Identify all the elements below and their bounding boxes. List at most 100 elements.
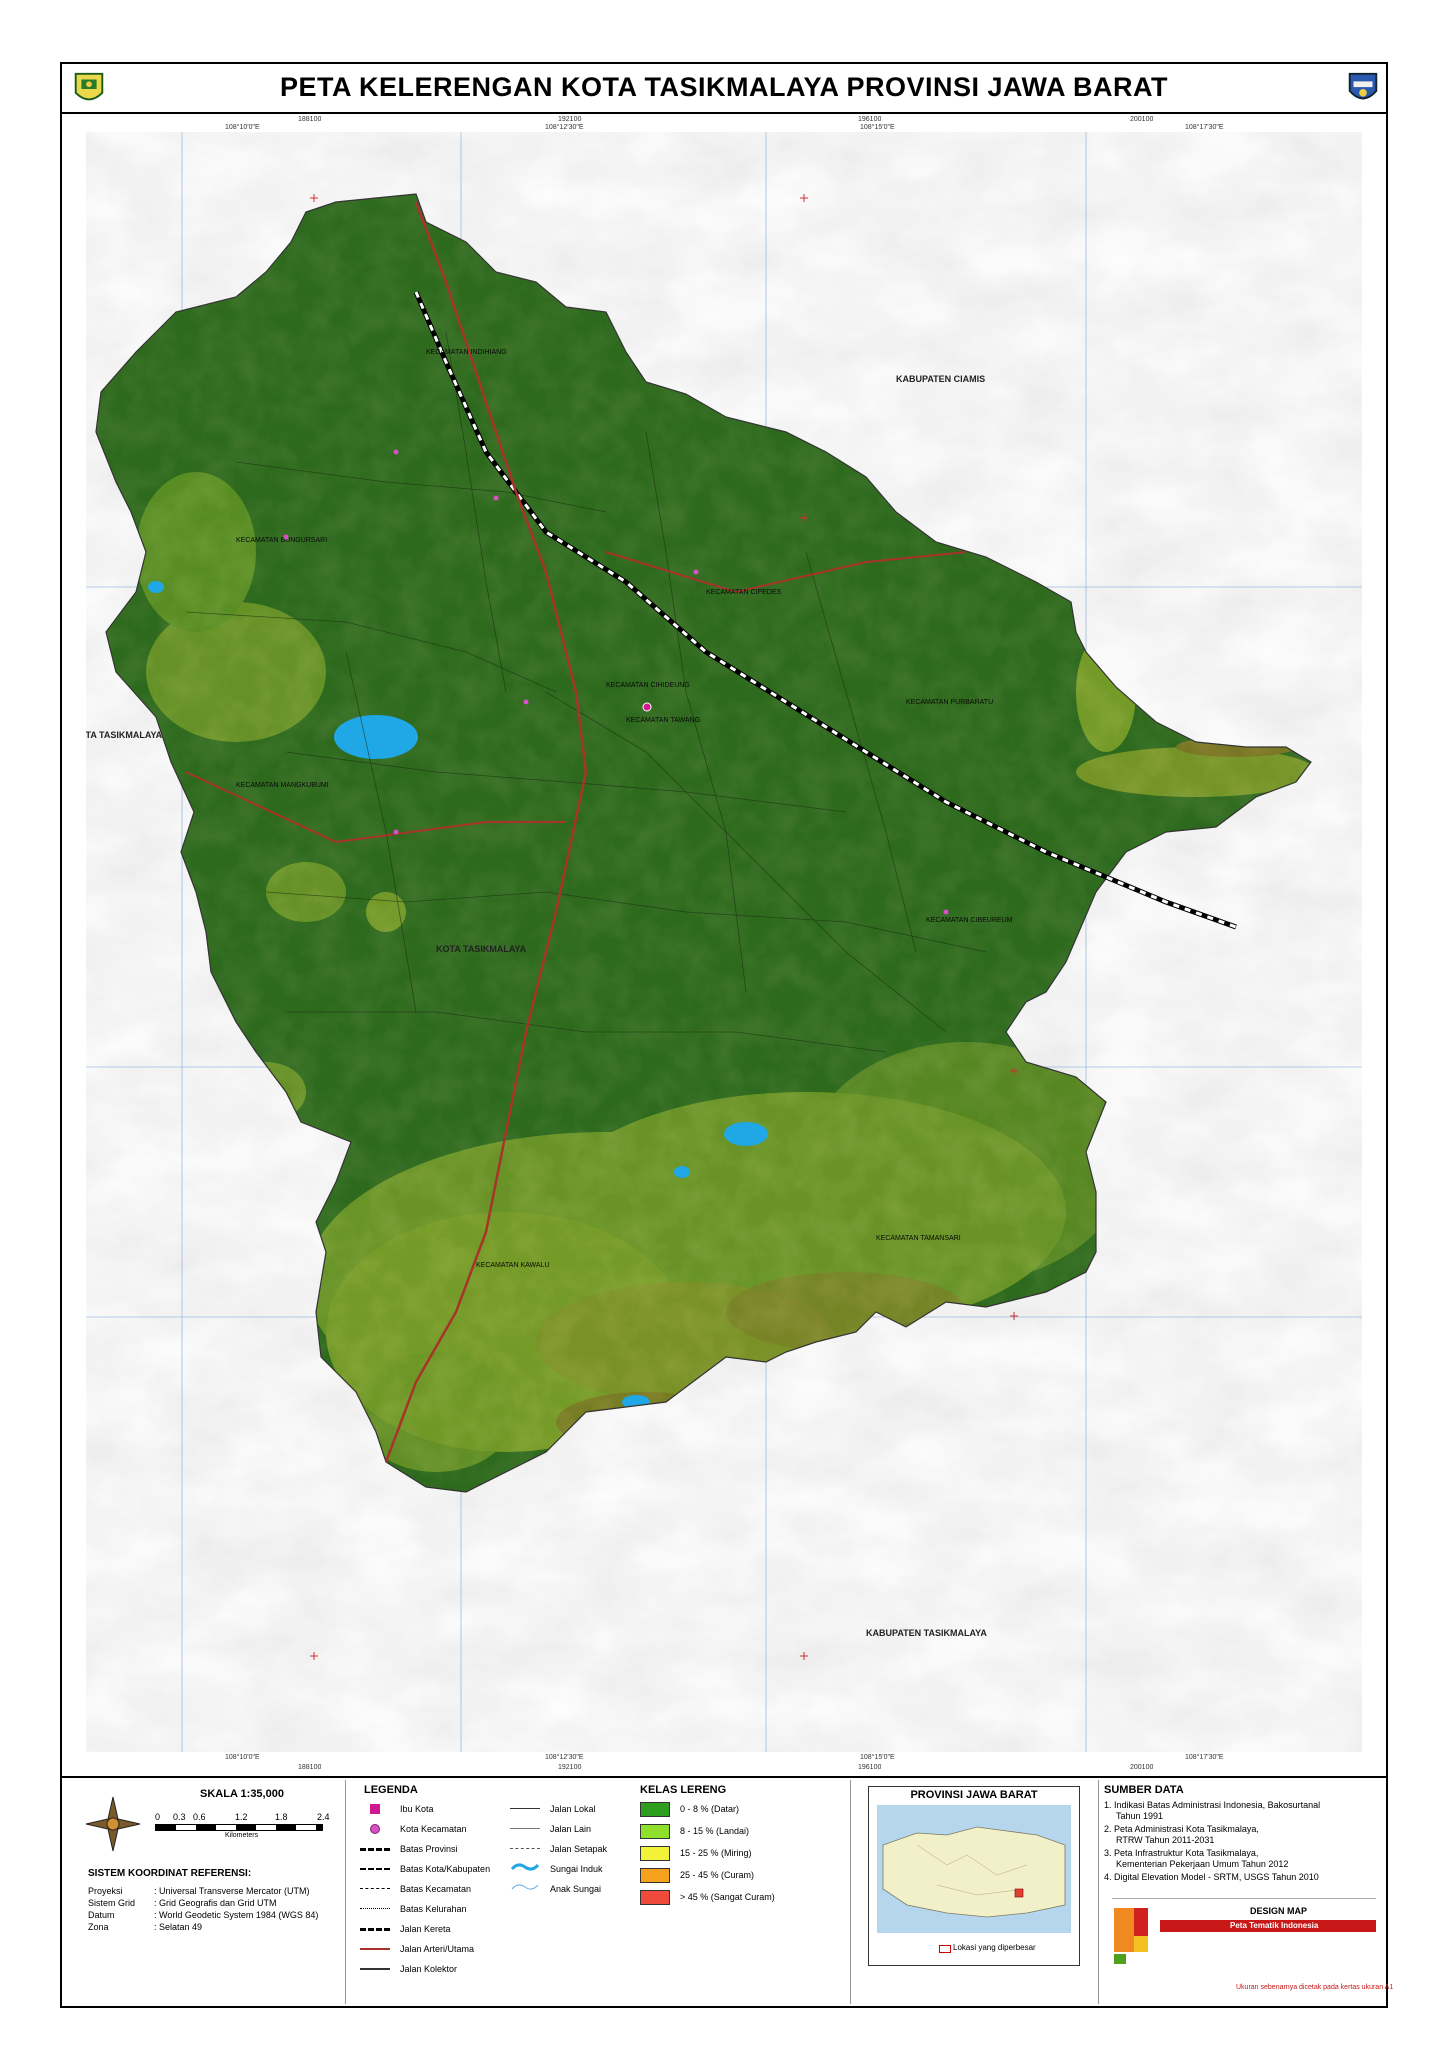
crs-value: : Grid Geografis dan Grid UTM xyxy=(154,1898,277,1908)
kelas-label: > 45 % (Sangat Curam) xyxy=(680,1892,775,1902)
crs-key: Sistem Grid xyxy=(88,1898,136,1908)
legend-item: Jalan Lokal xyxy=(550,1804,596,1814)
sumber-line: 1. Indikasi Batas Administrasi Indonesia… xyxy=(1104,1800,1321,1810)
lake xyxy=(148,581,164,593)
legend-item: Jalan Kolektor xyxy=(400,1964,458,1974)
scale-tick: 0.6 xyxy=(193,1812,206,1822)
legend-title: LEGENDA xyxy=(364,1784,418,1796)
kelas-title: KELAS LERENG xyxy=(640,1784,727,1796)
coord-label: 192100 xyxy=(558,116,582,123)
coord-label: 108°17'30"E xyxy=(1185,124,1224,131)
lake xyxy=(334,715,418,759)
place-labels: KABUPATEN CIAMIS KOTA TASIKMALAYA KOTA T… xyxy=(86,374,987,1638)
batas-kecamatan-icon xyxy=(360,1882,390,1889)
map-title: PETA KELERENGAN KOTA TASIKMALAYA PROVINS… xyxy=(279,71,1169,102)
inset-location-icon xyxy=(939,1945,951,1953)
design-logo-icon xyxy=(1114,1908,1148,1964)
kelas-swatch xyxy=(640,1890,670,1905)
crs-key: Datum xyxy=(88,1910,115,1920)
collector-road xyxy=(185,771,566,844)
ibu-kota-marker[interactable] xyxy=(642,702,652,712)
coord-label: 108°17'30"E xyxy=(1185,1754,1224,1761)
kelas-swatch xyxy=(640,1802,670,1817)
city-logo-icon xyxy=(1348,72,1378,100)
design-label: DESIGN MAP xyxy=(1250,1906,1308,1916)
kelas-label: 8 - 15 % (Landai) xyxy=(680,1826,750,1836)
legend-item: Batas Kecamatan xyxy=(400,1884,472,1894)
sungai-induk-icon xyxy=(510,1863,540,1871)
coord-label: 108°10'0"E xyxy=(225,1754,260,1761)
sumber-line: 3. Peta Infrastruktur Kota Tasikmalaya, xyxy=(1104,1848,1259,1858)
scale-label: SKALA 1:35,000 xyxy=(200,1788,284,1800)
coord-label: 108°10'0"E xyxy=(225,124,260,131)
inset-province-map xyxy=(877,1805,1071,1933)
legend-item: Sungai Induk xyxy=(550,1864,603,1874)
coord-label: 108°15'0"E xyxy=(860,124,895,131)
kelas-swatch xyxy=(640,1868,670,1883)
kecamatan-label: KECAMATAN CIBEUREUM xyxy=(926,917,1013,924)
kelas-label: 25 - 45 % (Curam) xyxy=(680,1870,755,1880)
map-frame xyxy=(60,62,1388,2008)
kecamatan-label: KECAMATAN PURBARATU xyxy=(906,699,993,706)
place-label-kab: KABUPATEN TASIKMALAYA xyxy=(866,1628,987,1638)
sumber-line: 2. Peta Administrasi Kota Tasikmalaya, xyxy=(1104,1824,1259,1834)
legend-item: Kota Kecamatan xyxy=(400,1824,467,1834)
kecamatan-label: KECAMATAN CIPEDES xyxy=(706,589,782,596)
crs-value: : World Geodetic System 1984 (WGS 84) xyxy=(154,1910,319,1920)
legend-item: Ibu Kota xyxy=(400,1804,434,1814)
crs-key: Proyeksi xyxy=(88,1886,123,1896)
legend-item: Anak Sungai xyxy=(550,1884,602,1894)
batas-kota-icon xyxy=(360,1862,390,1870)
kelas-label: 0 - 8 % (Datar) xyxy=(680,1804,740,1814)
legend-item: Jalan Kereta xyxy=(400,1924,451,1934)
coord-label: 108°15'0"E xyxy=(860,1754,895,1761)
scale-unit: Kilometers xyxy=(225,1832,259,1839)
crs-value: : Universal Transverse Mercator (UTM) xyxy=(154,1886,310,1896)
kelas-swatch xyxy=(640,1846,670,1861)
jalan-lokal-icon xyxy=(510,1802,540,1809)
scale-bar: 0 0.3 0.6 1.2 1.8 2.4 Kilometers xyxy=(155,1812,330,1839)
grid-crosses xyxy=(310,194,1018,1660)
province-logo-icon xyxy=(74,72,104,101)
coord-label: 196100 xyxy=(858,1764,882,1771)
legend-item: Batas Kelurahan xyxy=(400,1904,467,1914)
local-roads xyxy=(185,331,987,1053)
place-label-ciamis: KABUPATEN CIAMIS xyxy=(896,374,985,384)
coord-label: 108°12'30"E xyxy=(545,124,584,131)
kelas-label: 15 - 25 % (Miring) xyxy=(680,1848,752,1858)
design-footer: Ukuran sebenarnya dicetak pada kertas uk… xyxy=(1236,1984,1394,1991)
sumber-line: Kementerian Pekerjaan Umum Tahun 2012 xyxy=(1116,1859,1289,1869)
design-brand-bar: Peta Tematik Indonesia xyxy=(1160,1920,1376,1932)
kota-kecamatan-icon xyxy=(360,1822,390,1836)
sumber-line: RTRW Tahun 2011-2031 xyxy=(1116,1835,1215,1845)
inset-title: PROVINSI JAWA BARAT xyxy=(910,1789,1038,1801)
collector-road xyxy=(605,551,967,594)
kecamatan-label: KECAMATAN INDIHIANG xyxy=(426,349,507,356)
jalan-arteri-icon xyxy=(360,1942,390,1950)
map-canvas[interactable]: KECAMATAN INDIHIANG KECAMATAN BUNGURSARI… xyxy=(86,132,1362,1752)
jalan-kereta-icon xyxy=(360,1922,390,1931)
scale-tick: 0 xyxy=(155,1812,161,1822)
batas-kelurahan-icon xyxy=(360,1902,390,1909)
kecamatan-label: KECAMATAN BUNGURSARI xyxy=(236,537,327,544)
scale-tick: 1.2 xyxy=(235,1812,248,1822)
kecamatan-markers xyxy=(283,449,949,915)
arterial-road xyxy=(384,201,588,1463)
legend-panel xyxy=(60,1776,1388,2008)
crs-value: : Selatan 49 xyxy=(154,1922,203,1932)
design-brand: Peta Tematik Indonesia xyxy=(1230,1921,1319,1930)
crs-key: Zona xyxy=(88,1922,109,1932)
kecamatan-label: KECAMATAN CIHIDEUNG xyxy=(606,682,690,689)
crs-title: SISTEM KOORDINAT REFERENSI: xyxy=(88,1868,252,1879)
anak-sungai-icon xyxy=(511,1884,539,1890)
place-label-kota: KOTA TASIKMALAYA xyxy=(86,730,163,740)
lake xyxy=(724,1122,768,1146)
sumber-line: Tahun 1991 xyxy=(1116,1811,1164,1821)
legend-item: Batas Kota/Kabupaten xyxy=(400,1864,491,1874)
ibu-kota-icon xyxy=(360,1802,390,1816)
kecamatan-label: KECAMATAN TAMANSARI xyxy=(876,1235,961,1242)
jalan-lain-icon xyxy=(510,1822,540,1829)
coord-label: 188100 xyxy=(298,1764,322,1771)
legend-item: Batas Provinsi xyxy=(400,1844,458,1854)
coord-label: 188100 xyxy=(298,116,322,123)
